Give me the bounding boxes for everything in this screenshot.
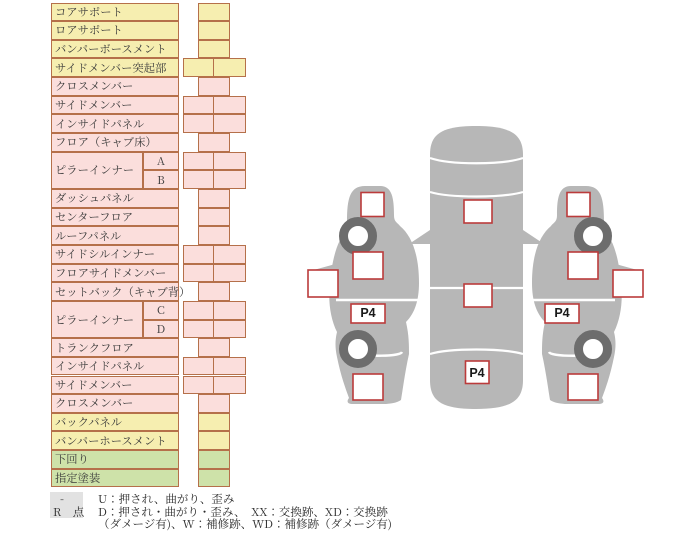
svg-text:P4: P4	[554, 306, 569, 320]
svg-text:P4: P4	[469, 366, 484, 380]
svg-text:P4: P4	[360, 306, 375, 320]
